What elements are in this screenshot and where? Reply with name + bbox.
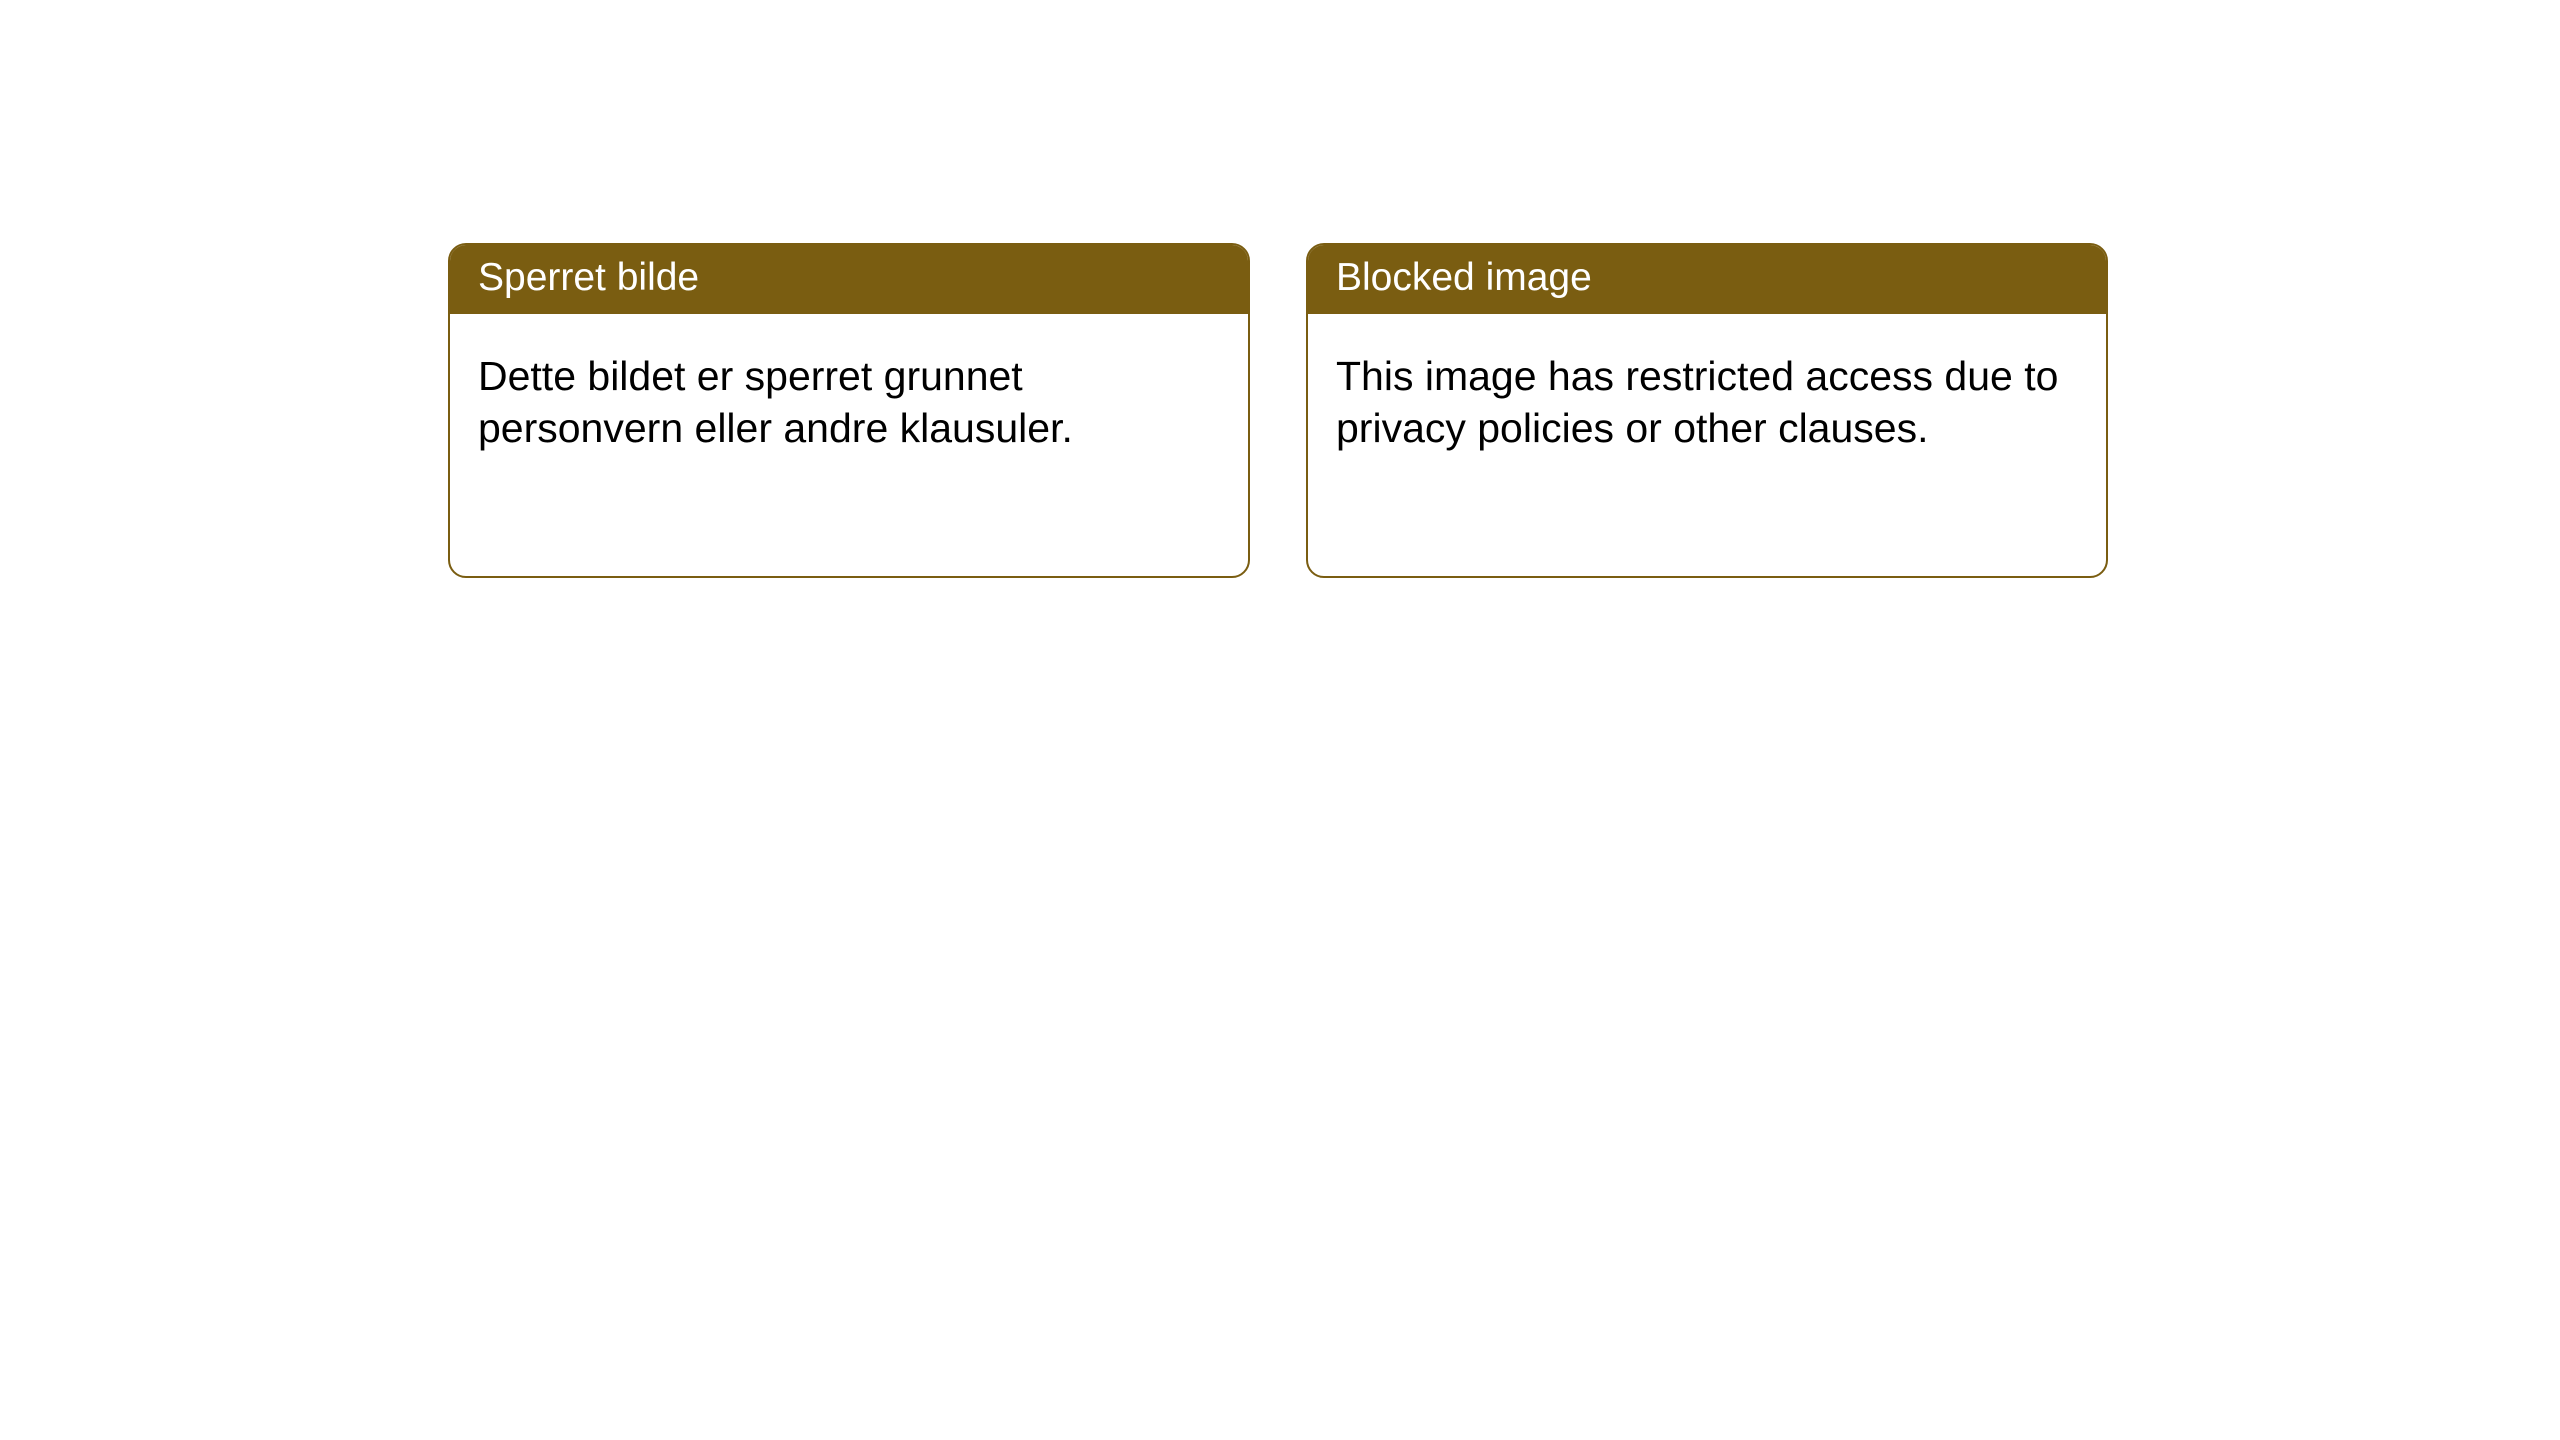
blocked-image-card-english: Blocked image This image has restricted …	[1306, 243, 2108, 578]
card-message-norwegian: Dette bildet er sperret grunnet personve…	[478, 353, 1073, 451]
card-body-english: This image has restricted access due to …	[1308, 314, 2106, 483]
card-title-norwegian: Sperret bilde	[478, 256, 699, 299]
card-title-english: Blocked image	[1336, 256, 1592, 299]
notice-container: Sperret bilde Dette bildet er sperret gr…	[448, 243, 2108, 578]
card-header-norwegian: Sperret bilde	[450, 245, 1248, 314]
card-message-english: This image has restricted access due to …	[1336, 353, 2058, 451]
blocked-image-card-norwegian: Sperret bilde Dette bildet er sperret gr…	[448, 243, 1250, 578]
card-header-english: Blocked image	[1308, 245, 2106, 314]
card-body-norwegian: Dette bildet er sperret grunnet personve…	[450, 314, 1248, 483]
